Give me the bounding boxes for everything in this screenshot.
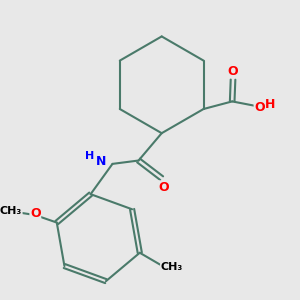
Text: O: O — [158, 181, 169, 194]
Text: CH₃: CH₃ — [160, 262, 183, 272]
Text: N: N — [95, 155, 106, 168]
Text: H: H — [85, 151, 94, 161]
Text: O: O — [30, 207, 40, 220]
Text: CH₃: CH₃ — [0, 206, 22, 216]
Text: H: H — [265, 98, 275, 111]
Text: O: O — [228, 64, 238, 78]
Text: O: O — [254, 101, 265, 114]
